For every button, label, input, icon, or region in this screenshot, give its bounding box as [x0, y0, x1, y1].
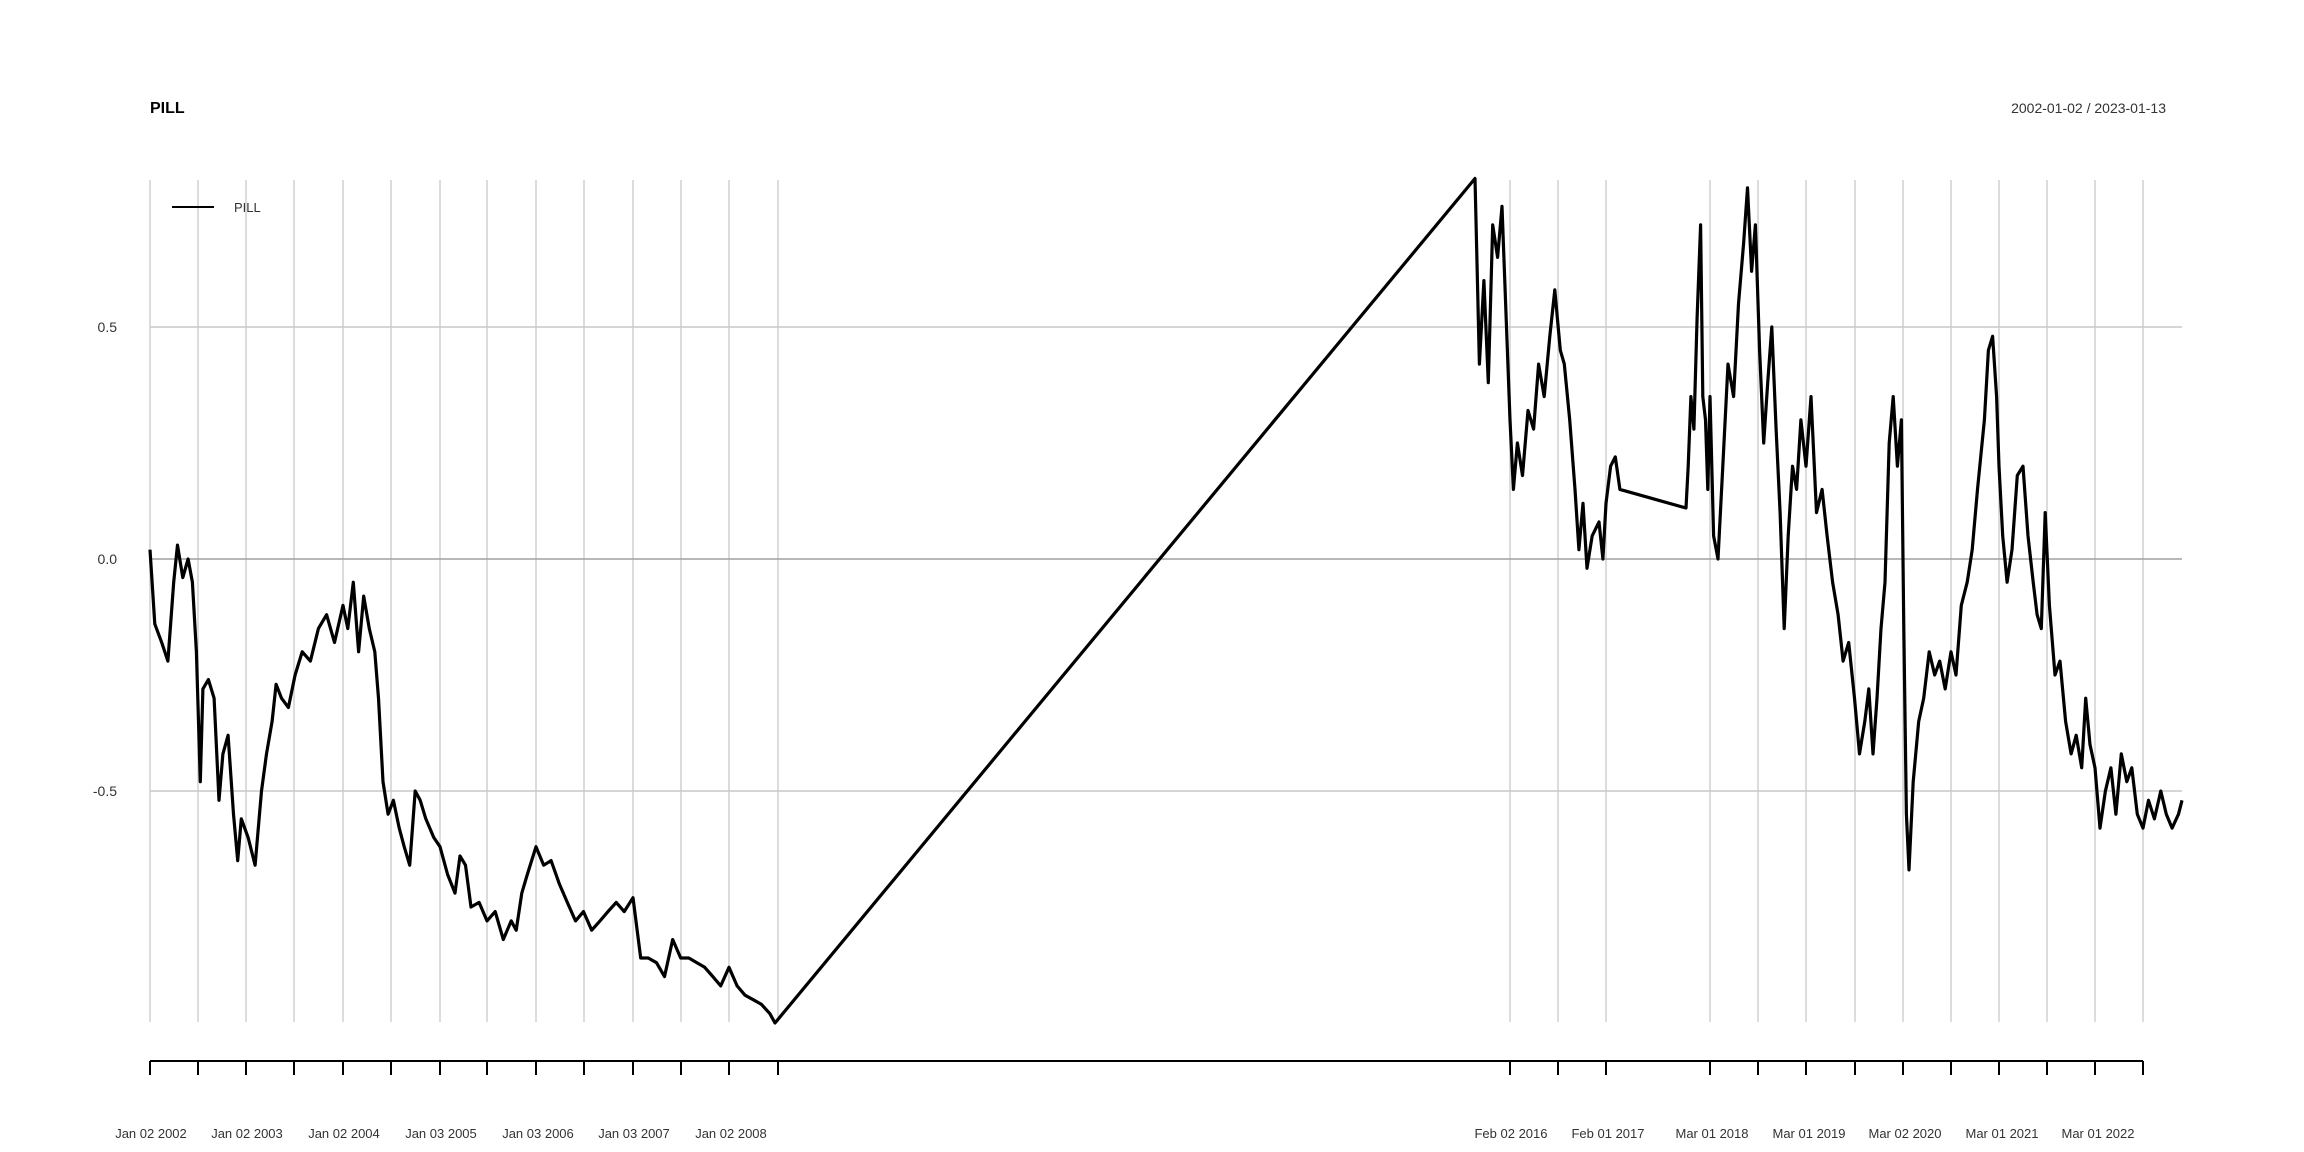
y-tick-label: -0.5 — [93, 783, 117, 799]
x-tick-label: Feb 02 2016 — [1474, 1126, 1547, 1141]
x-tick-label: Jan 02 2008 — [695, 1126, 767, 1141]
date-range-label: 2002-01-02 / 2023-01-13 — [2011, 100, 2166, 116]
chart-title: PILL — [150, 100, 185, 117]
x-tick-label: Mar 01 2022 — [2062, 1126, 2135, 1141]
x-tick-label: Jan 02 2002 — [115, 1126, 187, 1141]
x-tick-label: Mar 01 2019 — [1773, 1126, 1846, 1141]
plot-area: -0.5 0.0 0.5 Jan 02 2002 Jan 02 2003 Jan 02 2… — [93, 176, 2184, 1141]
x-tick-label: Feb 01 2017 — [1571, 1126, 1644, 1141]
y-tick-label: 0.5 — [98, 319, 118, 335]
x-tick-label: Jan 03 2005 — [405, 1126, 477, 1141]
series-line-pill — [148, 176, 2184, 1025]
x-tick-label: Jan 02 2003 — [211, 1126, 283, 1141]
x-tick-label: Mar 02 2020 — [1869, 1126, 1942, 1141]
legend-label: PILL — [234, 200, 261, 215]
y-tick-label: 0.0 — [98, 551, 118, 567]
x-tick-label: Jan 02 2004 — [308, 1126, 380, 1141]
x-tick-label: Jan 03 2006 — [502, 1126, 574, 1141]
x-tick-label: Jan 03 2007 — [598, 1126, 670, 1141]
x-tick-label: Mar 01 2021 — [1966, 1126, 2039, 1141]
x-tick-label: Mar 01 2018 — [1676, 1126, 1749, 1141]
